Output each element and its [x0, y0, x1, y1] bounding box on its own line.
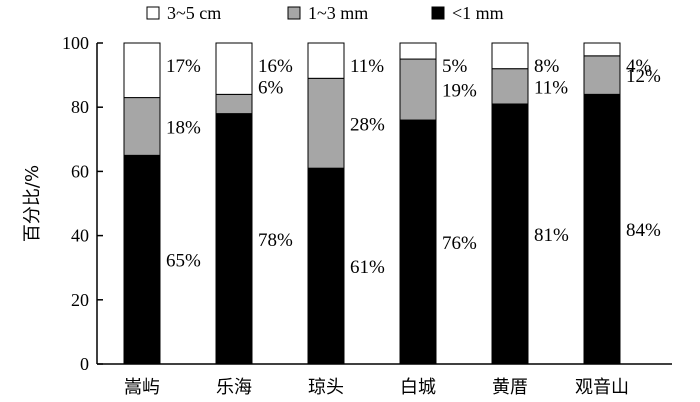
bar-segment [215, 113, 253, 365]
bar-segment [583, 55, 621, 95]
bar-segment [215, 93, 253, 115]
data-label: 8% [534, 56, 560, 77]
data-label: 28% [350, 114, 385, 135]
x-ticks: 嵩屿 乐海 琼头 白城 黄厝 观音山 [124, 358, 629, 398]
legend-label: 3~5 cm [167, 3, 221, 23]
x-tick-label: 嵩屿 [124, 377, 160, 398]
data-label: 16% [258, 56, 293, 77]
bar-segment [491, 68, 529, 105]
data-label: 61% [350, 257, 385, 278]
legend: 3~5 cm 1~3 mm <1 mm [146, 3, 504, 23]
legend-swatch [146, 6, 160, 20]
y-tick-label: 40 [71, 226, 89, 246]
legend-swatch [431, 6, 445, 20]
bar-segment [123, 42, 161, 99]
bar-segment [307, 77, 345, 169]
data-label: 76% [442, 233, 477, 254]
legend-label: <1 mm [452, 3, 504, 23]
data-label: 4% [626, 56, 652, 77]
data-label: 65% [166, 251, 201, 272]
x-tick-label: 观音山 [575, 377, 629, 398]
x-tick-label: 黄厝 [492, 377, 528, 398]
bar-segment [307, 167, 345, 365]
data-label: 11% [534, 77, 568, 98]
y-tick-label: 60 [71, 161, 89, 181]
data-labels-layer: 65% 18% 17% 78% 6%16% 61% 28% 11% 76% 19% 5% 81% 11%… [166, 56, 661, 278]
y-tick-label: 80 [71, 97, 89, 117]
legend-swatch [287, 6, 301, 20]
bar-segment [215, 42, 253, 95]
bar-segment [491, 42, 529, 70]
data-label: 12% [626, 66, 661, 87]
bars-layer [123, 42, 621, 365]
data-label: 81% [534, 225, 569, 246]
bar-segment [491, 103, 529, 365]
bar-segment [123, 154, 161, 365]
x-tick-label: 白城 [400, 377, 436, 398]
data-label: 78% [258, 230, 293, 251]
data-label: 19% [442, 81, 477, 102]
axes [96, 43, 672, 365]
data-label: 11% [350, 56, 384, 77]
x-tick-label: 乐海 [216, 377, 252, 398]
legend-label: 1~3 mm [308, 3, 368, 23]
bar-segment [583, 93, 621, 365]
y-tick-label: 20 [71, 290, 89, 310]
data-label: 6% [258, 77, 284, 98]
data-label: 84% [626, 220, 661, 241]
y-tick-label: 0 [80, 354, 89, 374]
bar-segment [399, 42, 437, 60]
y-ticks: 0 20 40 60 80 100 [62, 33, 103, 374]
y-tick-label: 100 [62, 33, 89, 53]
data-label: 5% [442, 56, 468, 77]
bar-segment [307, 42, 345, 79]
bar-segment [399, 119, 437, 365]
bar-segment [123, 97, 161, 156]
bar-segment [583, 42, 621, 57]
x-tick-label: 琼头 [308, 377, 344, 398]
bar-segment [399, 58, 437, 121]
y-axis-label: 百分比/% [22, 165, 43, 242]
data-label: 17% [166, 56, 201, 77]
data-label: 18% [166, 117, 201, 138]
